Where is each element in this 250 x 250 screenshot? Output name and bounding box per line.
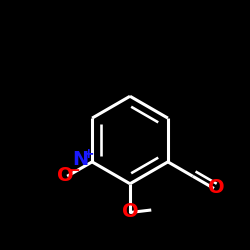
Text: +: +: [83, 147, 94, 161]
Text: −: −: [67, 163, 80, 178]
Text: N: N: [72, 150, 88, 170]
Text: O: O: [122, 202, 138, 221]
Text: O: O: [57, 166, 74, 185]
Text: O: O: [208, 178, 224, 197]
